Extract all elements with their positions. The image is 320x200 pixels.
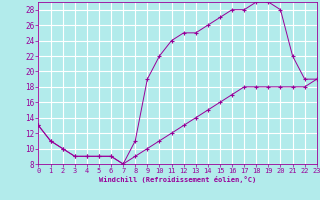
X-axis label: Windchill (Refroidissement éolien,°C): Windchill (Refroidissement éolien,°C) xyxy=(99,176,256,183)
